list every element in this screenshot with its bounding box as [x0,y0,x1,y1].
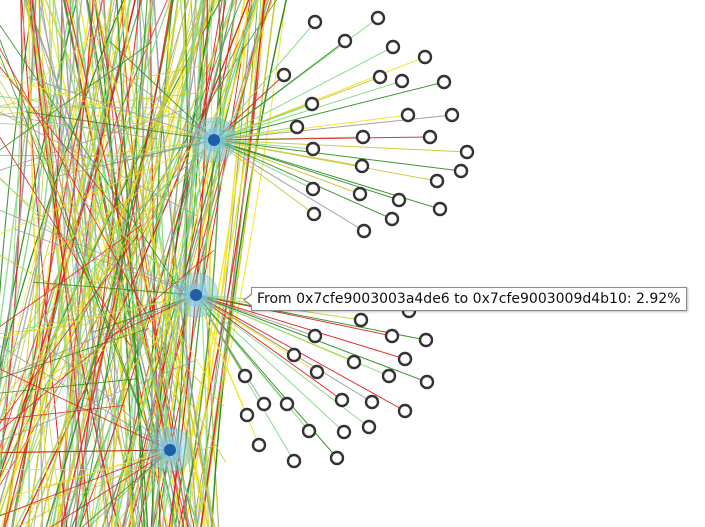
leaf-node [356,160,368,172]
leaf-node [303,425,315,437]
leaf-node [374,71,386,83]
leaf-node [396,75,408,87]
leaf-node [366,396,378,408]
tooltip-text: From 0x7cfe9003003a4de6 to 0x7cfe9003009… [257,291,681,307]
leaf-node [386,213,398,225]
leaf-node [338,426,350,438]
leaf-node [393,194,405,206]
leaf-node [446,109,458,121]
hub-node-lower [148,428,192,472]
leaf-node [402,109,414,121]
leaf-node [288,349,300,361]
leaf-node [258,398,270,410]
hub-node-upper [192,118,236,162]
leaf-node [461,146,473,158]
leaf-node [309,330,321,342]
leaf-node [253,439,265,451]
leaf-node [421,376,433,388]
leaf-node [308,208,320,220]
leaf-node [399,353,411,365]
hub-leaf-edge [214,140,392,219]
hub-core [190,289,202,301]
leaf-node [386,330,398,342]
leaf-node [434,203,446,215]
leaf-node [239,370,251,382]
leaf-node [309,16,321,28]
leaf-node [383,370,395,382]
leaf-node [291,121,303,133]
hub-core [164,444,176,456]
leaf-node [387,41,399,53]
leaf-nodes[interactable] [239,12,473,467]
leaf-node [288,455,300,467]
leaf-node [278,69,290,81]
leaf-node [399,405,411,417]
leaf-node [363,421,375,433]
leaf-node [336,394,348,406]
leaf-node [306,98,318,110]
leaf-node [307,143,319,155]
leaf-node [354,188,366,200]
leaf-node [419,51,431,63]
leaf-node [357,131,369,143]
leaf-node [438,76,450,88]
leaf-node [241,409,253,421]
tooltip-pointer [243,293,252,307]
hub-core [208,134,220,146]
leaf-node [311,366,323,378]
leaf-node [358,225,370,237]
leaf-node [420,334,432,346]
leaf-node [455,165,467,177]
leaf-node [372,12,384,24]
leaf-node [348,356,360,368]
leaf-node [307,183,319,195]
hub-node-middle [174,273,218,317]
leaf-node [424,131,436,143]
leaf-node [281,398,293,410]
edge-bundle [0,0,289,527]
edge-tooltip: From 0x7cfe9003003a4de6 to 0x7cfe9003009… [251,287,687,311]
leaf-node [355,314,367,326]
leaf-node [331,452,343,464]
leaf-node [431,175,443,187]
hub-leaf-edge [214,140,461,171]
leaf-node [339,35,351,47]
